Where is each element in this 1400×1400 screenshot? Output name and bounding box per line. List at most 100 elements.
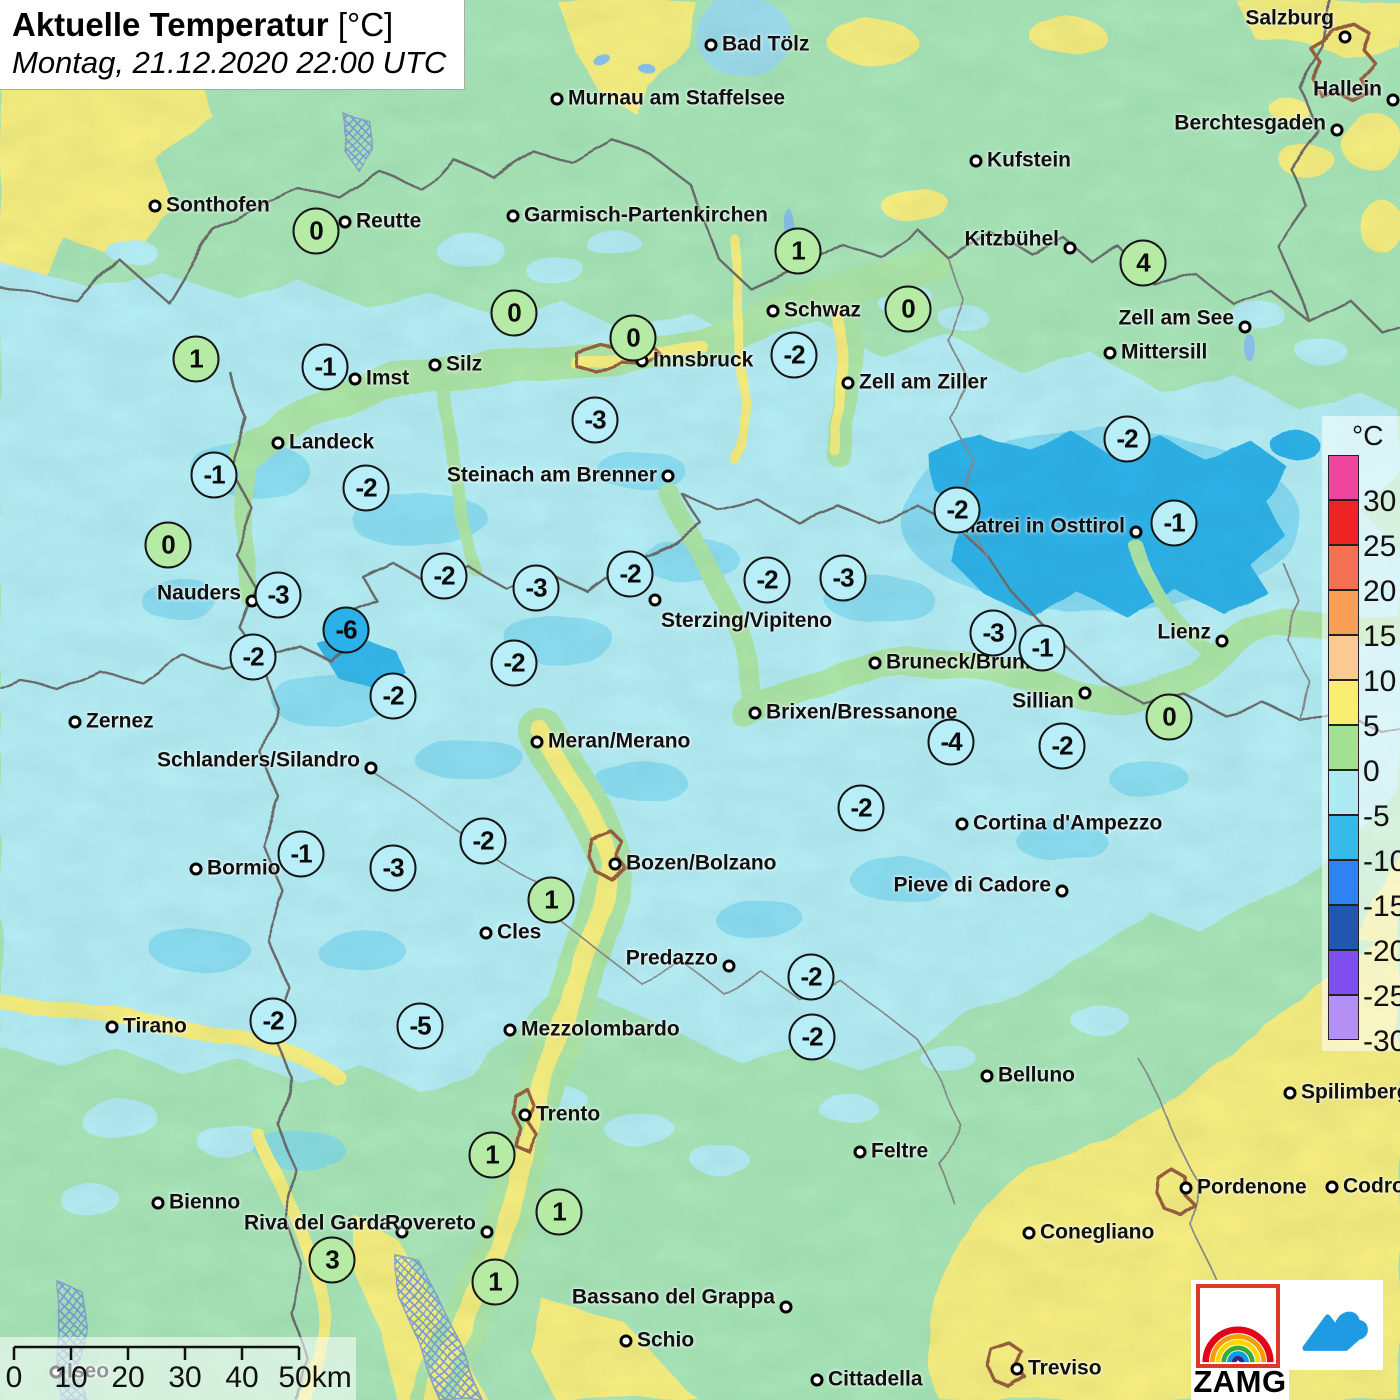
temperature-station: -2 — [342, 464, 390, 512]
legend-band: 20 — [1328, 545, 1400, 607]
legend-band-label: -30 — [1363, 1025, 1400, 1058]
city-label: Pieve di Cadore — [893, 873, 1051, 897]
legend-band-label: 0 — [1363, 755, 1380, 788]
city-marker-icon — [1283, 1086, 1297, 1100]
city-marker-icon — [338, 215, 352, 229]
city-marker-icon — [506, 209, 520, 223]
legend-band: -15 — [1328, 860, 1400, 922]
city-label: Salzburg — [1245, 6, 1334, 30]
temperature-station: -2 — [459, 817, 507, 865]
temperature-station: -2 — [933, 486, 981, 534]
legend-band-label: 20 — [1363, 575, 1397, 608]
station-value: -2 — [1051, 730, 1073, 761]
city-marker-icon — [1129, 525, 1143, 539]
legend-bands: 30 25 20 15 10 5 0 -5 — [1328, 455, 1400, 1057]
city-marker-icon — [1215, 634, 1229, 648]
city-marker-icon — [518, 1108, 532, 1122]
temperature-station: -3 — [369, 844, 417, 892]
map-title-unit: [°C] — [337, 6, 394, 43]
legend-band-swatch — [1328, 590, 1359, 635]
station-value: -2 — [800, 961, 822, 992]
map-title: Aktuelle Temperatur [°C] — [12, 6, 446, 44]
scalebar-label: 40 — [225, 1361, 259, 1394]
legend-band-swatch — [1328, 815, 1359, 860]
legend-band: -20 — [1328, 905, 1400, 967]
legend-band-label: -10 — [1363, 845, 1400, 878]
city-label: Bienno — [169, 1190, 241, 1214]
temperature-station: -2 — [837, 784, 885, 832]
station-value: -3 — [267, 579, 289, 610]
city-label: Zell am Ziller — [859, 370, 988, 394]
city-marker-icon — [1338, 30, 1352, 44]
city-marker-icon — [810, 1373, 824, 1387]
title-panel: Aktuelle Temperatur [°C] Montag, 21.12.2… — [0, 0, 466, 91]
temperature-station: -2 — [788, 1013, 836, 1061]
station-value: 1 — [791, 235, 806, 266]
legend-unit-label: °C — [1352, 420, 1384, 451]
legend-band: 10 — [1328, 635, 1400, 697]
temperature-station: -1 — [1150, 499, 1198, 547]
legend-band-swatch — [1328, 545, 1359, 590]
temperature-station: -1 — [301, 343, 349, 391]
temperature-station: -2 — [420, 552, 468, 600]
city-marker-icon — [1330, 123, 1344, 137]
station-value: 1 — [485, 1139, 500, 1170]
station-value: -2 — [801, 1021, 823, 1052]
city-label: Garmisch-Partenkirchen — [524, 203, 768, 227]
station-value: 0 — [626, 322, 641, 353]
legend-band-swatch — [1328, 500, 1359, 545]
city-marker-icon — [619, 1334, 633, 1348]
scalebar-label: 20 — [111, 1361, 145, 1394]
city-label: Rovereto — [384, 1211, 476, 1235]
map-datetime: Montag, 21.12.2020 22:00 UTC — [12, 44, 447, 80]
station-value: -3 — [982, 617, 1004, 648]
city-label: Schwaz — [784, 298, 862, 322]
city-marker-icon — [766, 304, 780, 318]
station-value: -1 — [290, 838, 312, 869]
city-label: Tirano — [123, 1014, 187, 1038]
legend-band-label: -20 — [1363, 935, 1400, 968]
zamg-rainbow-icon — [1196, 1284, 1280, 1368]
scalebar-label: 10 — [54, 1361, 88, 1394]
city-label: Brixen/Bressanone — [766, 700, 958, 724]
temperature-station: -3 — [254, 571, 302, 619]
station-value: 1 — [552, 1196, 567, 1227]
city-label: Sterzing/Vipiteno — [661, 609, 833, 632]
city-marker-icon — [105, 1020, 119, 1034]
temperature-station: -2 — [1038, 722, 1086, 770]
legend-band-label: -15 — [1363, 890, 1400, 923]
temperature-station: 0 — [609, 314, 657, 362]
zamg-logo-text: ZAMG — [1193, 1364, 1287, 1399]
city-label: Conegliano — [1040, 1220, 1155, 1244]
temperature-station: -2 — [606, 550, 654, 598]
city-label: Predazzo — [625, 946, 718, 970]
legend-band-label: -25 — [1363, 980, 1400, 1013]
city-label: Trento — [536, 1102, 601, 1126]
scalebar-label: 0 — [5, 1361, 23, 1394]
temperature-station: -3 — [571, 396, 619, 444]
city-marker-icon — [608, 857, 622, 871]
station-value: -1 — [203, 459, 225, 490]
station-value: -2 — [355, 472, 377, 503]
city-label: Nauders — [156, 581, 241, 605]
station-value: -4 — [940, 726, 962, 757]
city-label: Zell am See — [1118, 306, 1234, 330]
temperature-station: -1 — [277, 830, 325, 878]
south-tyrol-logo — [1289, 1280, 1383, 1370]
city-label: Codroipo — [1343, 1174, 1400, 1198]
temperature-station: -2 — [490, 639, 538, 687]
temperature-station: -3 — [819, 554, 867, 602]
station-value: -3 — [832, 562, 854, 593]
station-value: -2 — [242, 641, 264, 672]
station-value: -2 — [382, 680, 404, 711]
station-value: 3 — [325, 1244, 340, 1275]
legend-band-swatch — [1328, 770, 1359, 815]
temperature-station: 0 — [144, 521, 192, 569]
legend-band-swatch — [1328, 635, 1359, 680]
city-marker-icon — [1386, 93, 1400, 107]
temperature-station: -1 — [190, 451, 238, 499]
station-value: 1 — [189, 343, 204, 374]
temperature-station: -5 — [396, 1002, 444, 1050]
station-value: -2 — [1116, 423, 1138, 454]
city-marker-icon — [479, 926, 493, 940]
